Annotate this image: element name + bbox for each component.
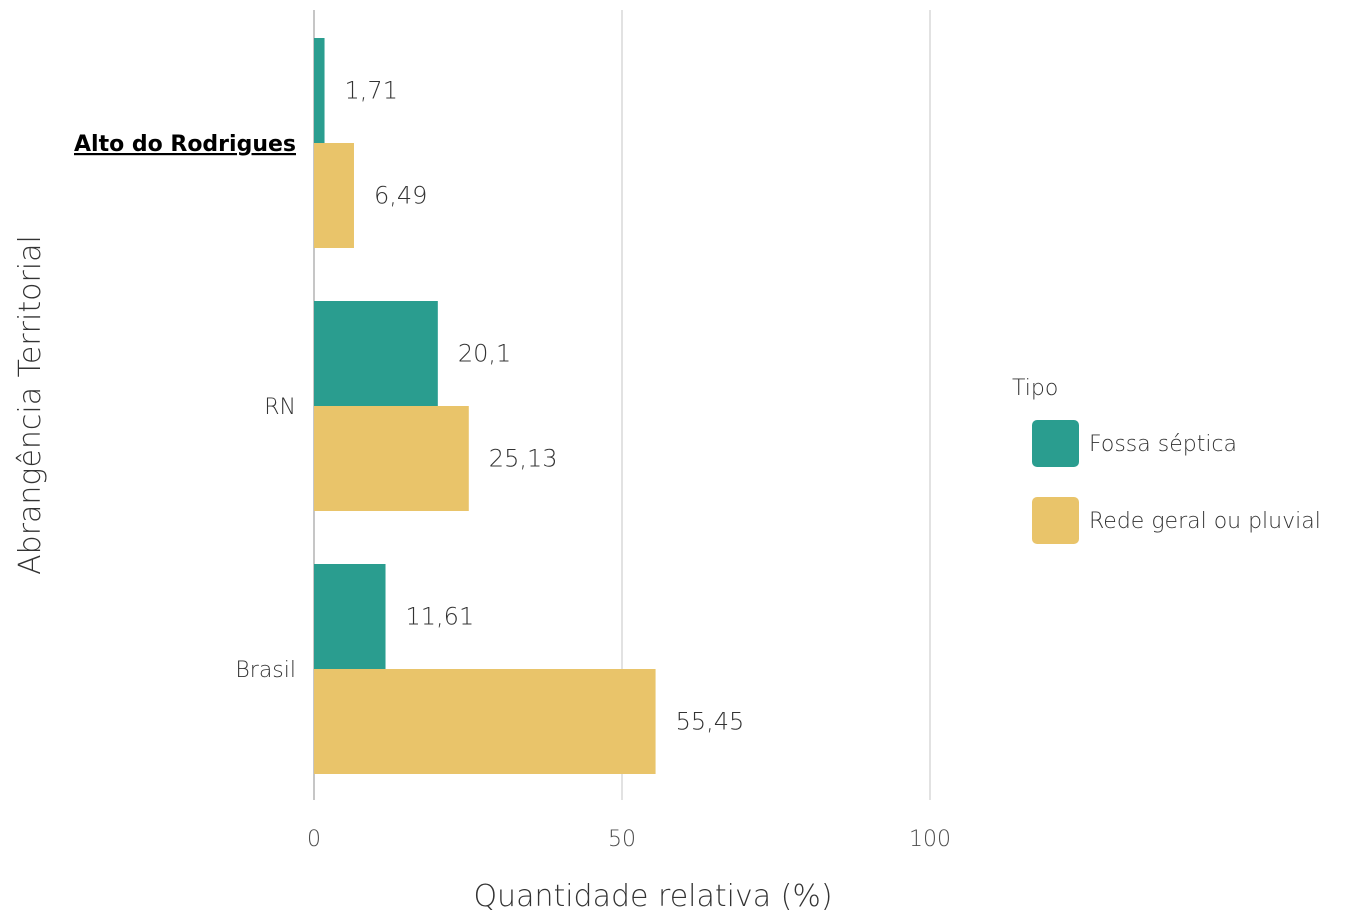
bar-rede-geral-0	[314, 143, 354, 248]
legend-label: Rede geral ou pluvial	[1089, 509, 1321, 534]
data-label: 1,71	[345, 77, 398, 105]
x-tick-label: 100	[909, 827, 951, 852]
x-tick-label: 0	[307, 827, 321, 852]
data-labels: 1,71 6,49 20,1 25,13 11,61 55,45	[345, 77, 745, 736]
category-labels: Alto do Rodrigues RN Brasil	[74, 132, 296, 683]
data-label: 11,61	[406, 603, 475, 631]
x-axis-ticks: 0 50 100	[307, 827, 951, 852]
category-label: RN	[264, 395, 296, 420]
bar-rede-geral-2	[314, 669, 656, 774]
x-axis-title: Quantidade relativa (%)	[473, 879, 832, 912]
category-label: Alto do Rodrigues	[74, 132, 296, 157]
bar-fossa-septica-0	[314, 38, 325, 143]
bar-fossa-septica-1	[314, 301, 438, 406]
data-label: 6,49	[374, 182, 427, 210]
legend-label: Fossa séptica	[1089, 432, 1237, 457]
legend-title: Tipo	[1012, 376, 1058, 401]
legend: Tipo Fossa séptica Rede geral ou pluvial	[1012, 376, 1321, 544]
y-axis-title: Abrangência Territorial	[13, 235, 48, 575]
bars	[314, 38, 656, 774]
data-label: 25,13	[489, 445, 558, 473]
legend-swatch	[1032, 497, 1079, 544]
bar-rede-geral-1	[314, 406, 469, 511]
data-label: 20,1	[458, 340, 511, 368]
data-label: 55,45	[676, 708, 745, 736]
category-label: Brasil	[235, 658, 296, 683]
x-tick-label: 50	[608, 827, 636, 852]
bar-fossa-septica-2	[314, 564, 386, 669]
legend-swatch	[1032, 420, 1079, 467]
